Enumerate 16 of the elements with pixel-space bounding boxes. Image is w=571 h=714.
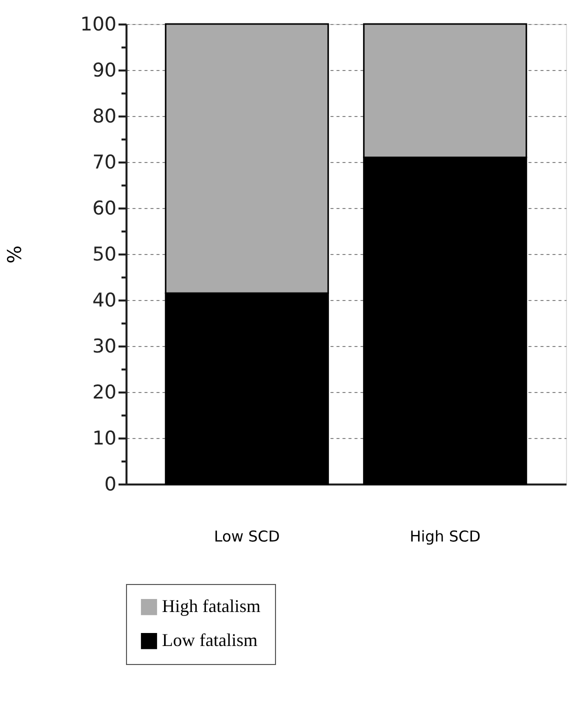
y-tick-label: 80 bbox=[92, 106, 116, 128]
legend-label: Low fatalism bbox=[162, 630, 258, 650]
y-tick-label: 40 bbox=[92, 290, 116, 312]
x-tick-label: High SCD bbox=[410, 528, 480, 546]
y-tick-label: 100 bbox=[80, 14, 116, 36]
y-tick-label: 20 bbox=[92, 382, 116, 404]
y-tick-label: 70 bbox=[92, 152, 116, 174]
y-tick-label: 50 bbox=[92, 244, 116, 266]
y-tick-label: 30 bbox=[92, 336, 116, 358]
y-tick-label: 60 bbox=[92, 198, 116, 220]
y-tick-label: 0 bbox=[104, 474, 116, 496]
legend-label: High fatalism bbox=[162, 596, 260, 616]
x-tick-label: Low SCD bbox=[214, 528, 280, 546]
y-tick-label: 90 bbox=[92, 60, 116, 82]
y-axis-title: % bbox=[4, 245, 26, 264]
y-tick-label: 10 bbox=[92, 428, 116, 450]
